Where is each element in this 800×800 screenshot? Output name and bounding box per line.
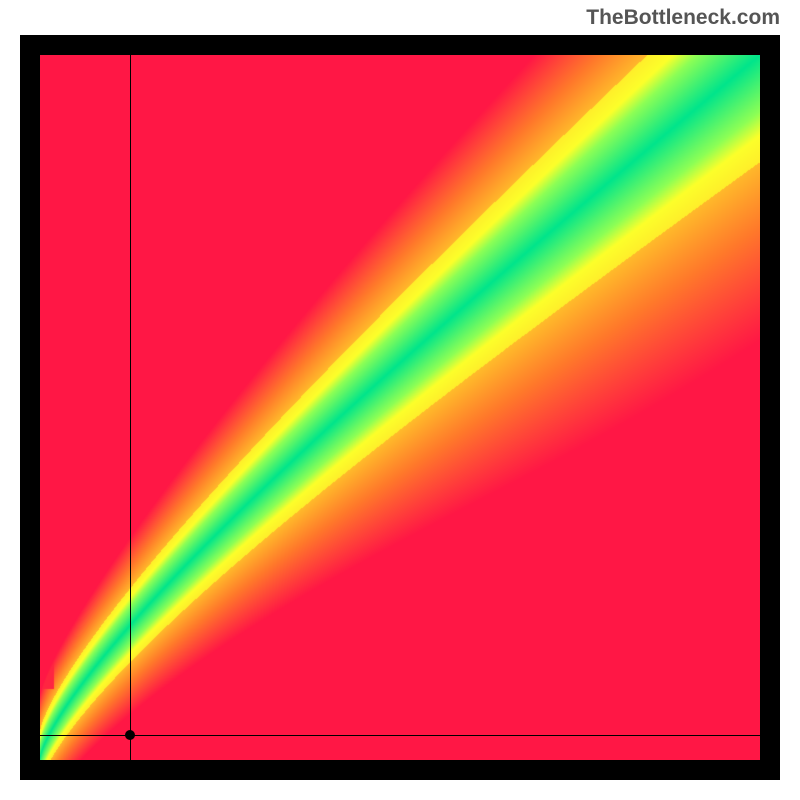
crosshair-horizontal [40, 735, 760, 736]
chart-container: TheBottleneck.com [0, 0, 800, 800]
selection-marker [125, 730, 135, 740]
bottleneck-heatmap [40, 55, 760, 760]
attribution-text: TheBottleneck.com [586, 6, 780, 30]
crosshair-vertical [130, 55, 131, 760]
